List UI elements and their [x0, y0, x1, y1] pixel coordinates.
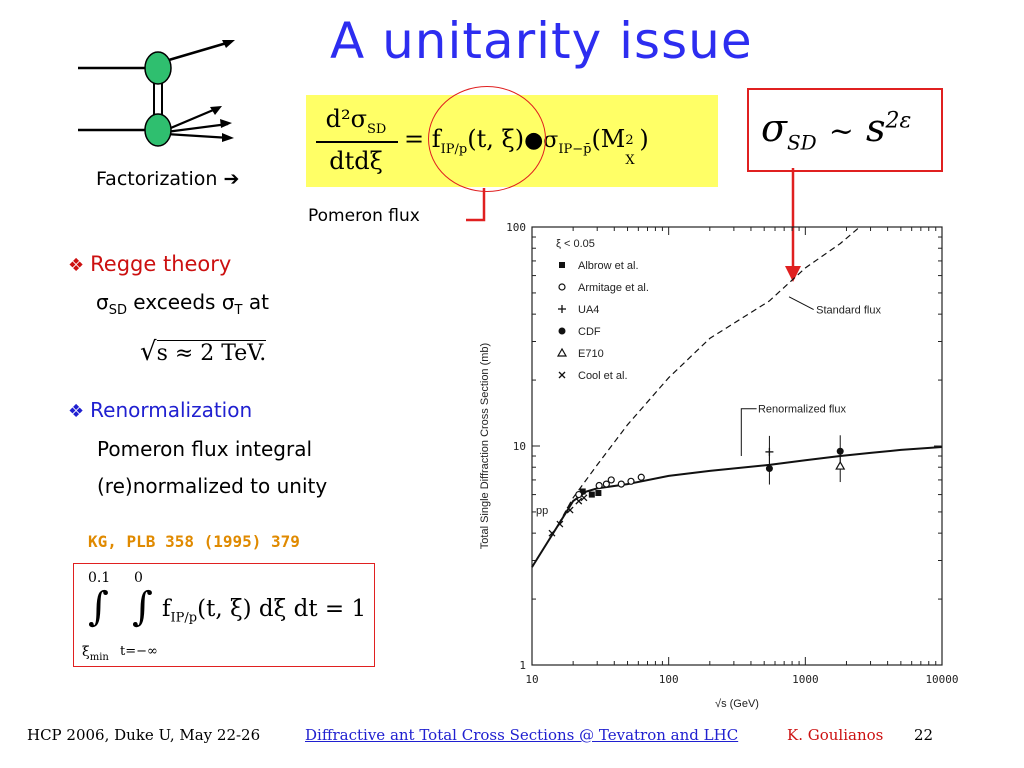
y-tick-label: 100 [506, 221, 526, 234]
pomeron-flux-label: Pomeron flux [308, 206, 420, 226]
footer-conference: HCP 2006, Duke U, May 22-26 [27, 726, 261, 744]
sigma-box-arrow [785, 168, 801, 282]
data-point-armitage-et-al- [602, 480, 610, 488]
legend-entry: E710 [578, 348, 604, 360]
data-point-albrow-et-al- [588, 491, 595, 498]
arrow-head-icon [222, 133, 234, 142]
y-axis-label: Total Single Diffraction Cross Section (… [479, 343, 491, 549]
data-point-e710 [835, 460, 846, 470]
data-point-armitage-et-al- [627, 477, 635, 485]
legend-entry: Albrow et al. [578, 260, 639, 272]
proton-vertex-bottom [144, 113, 172, 147]
footer-page-number: 22 [914, 726, 934, 744]
proton-vertex-top [144, 51, 172, 85]
data-point-cdf [765, 465, 773, 473]
regge-theory-heading: ❖ Regge theory [68, 252, 232, 276]
formula-lhs-denominator: dtdξ [329, 147, 383, 175]
data-point-armitage-et-al- [637, 473, 645, 481]
x-tick-label: 10 [525, 673, 538, 686]
pomeron-flux-highlight-circle [428, 86, 546, 192]
data-point-armitage-et-al- [607, 476, 615, 484]
factorization-label: Factorization ➔ [96, 168, 240, 190]
y-tick-label: 1 [519, 659, 526, 672]
data-point-albrow-et-al- [579, 488, 586, 495]
arrow-head-icon [210, 106, 222, 115]
standard-flux-curve [531, 226, 861, 568]
legend-marker [556, 347, 568, 357]
data-point-cool-et-al- [556, 520, 564, 528]
data-point-cool-et-al- [566, 506, 574, 514]
fraction-bar [316, 141, 398, 143]
x-tick-label: 1000 [792, 673, 819, 686]
renormalization-heading: ❖ Renormalization [68, 398, 253, 422]
slide-footer: HCP 2006, Duke U, May 22-26 Diffractive … [0, 726, 1024, 750]
data-point-cool-et-al- [548, 529, 556, 537]
pomeron-flux-connector [466, 188, 486, 222]
formula-lhs-numerator: d²σ [325, 105, 368, 133]
legend-entry: Cool et al. [578, 370, 628, 382]
renormalized-flux-annotation: Renormalized flux [758, 404, 847, 416]
legend-marker [558, 305, 566, 313]
legend-entry: CDF [578, 326, 601, 338]
standard-flux-annotation: Standard flux [816, 305, 881, 317]
x-axis-label: √s (GeV) [715, 698, 759, 710]
renormalized-flux-curve [531, 446, 943, 568]
arrow-head-icon [222, 40, 235, 48]
factorization-diagram [78, 40, 235, 147]
slide-title: A unitarity issue [330, 12, 753, 70]
legend-entry: UA4 [578, 304, 599, 316]
x-tick-label: 10000 [925, 673, 958, 686]
data-point-armitage-et-al- [575, 490, 583, 499]
data-point-cool-et-al- [575, 497, 583, 505]
legend-header: ξ < 0.05 [556, 238, 595, 250]
legend-entry: Armitage et al. [578, 282, 649, 294]
legend-marker [559, 262, 565, 268]
reference-citation: KG, PLB 358 (1995) 379 [88, 532, 300, 551]
sqrt-sign-icon: √ [140, 337, 157, 367]
data-point-albrow-et-al- [595, 490, 602, 497]
bullet-diamond-icon: ❖ [68, 255, 85, 276]
integral-sign-icon: ∫ [88, 584, 109, 630]
legend-marker [558, 283, 566, 291]
sqrt-s-energy: √s ≈ 2 TeV. [140, 337, 267, 367]
data-point-cool-et-al- [580, 494, 588, 502]
regge-statement: σSD exceeds σT at [96, 290, 269, 318]
arrow-head-icon [220, 119, 232, 128]
sigma-sd-scaling-box: σSD ~ s2ε [747, 88, 943, 172]
x-tick-label: 100 [659, 673, 679, 686]
renormalization-line-1: Pomeron flux integral [97, 437, 312, 461]
bullet-diamond-icon: ❖ [68, 401, 85, 422]
integral-sign-icon: ∫ [132, 584, 153, 630]
footer-link[interactable]: Diffractive ant Total Cross Sections @ T… [305, 726, 739, 744]
legend-marker [558, 371, 566, 379]
footer-author: K. Goulianos [787, 726, 884, 744]
pp-label: pp [536, 505, 548, 517]
annotation-arrow [740, 408, 757, 457]
normalization-integral: 0.1 0 ∫ ∫ ξmin t=−∞ fIP/p(t, ξ) dξ dt = … [73, 563, 375, 667]
data-point-armitage-et-al- [595, 481, 603, 490]
y-tick-label: 10 [513, 440, 526, 453]
legend-marker [558, 327, 566, 335]
data-point-armitage-et-al- [617, 480, 625, 488]
arrow-down-icon [785, 266, 801, 282]
renormalization-line-2: (re)normalized to unity [97, 474, 328, 498]
annotation-arrow [788, 296, 814, 310]
